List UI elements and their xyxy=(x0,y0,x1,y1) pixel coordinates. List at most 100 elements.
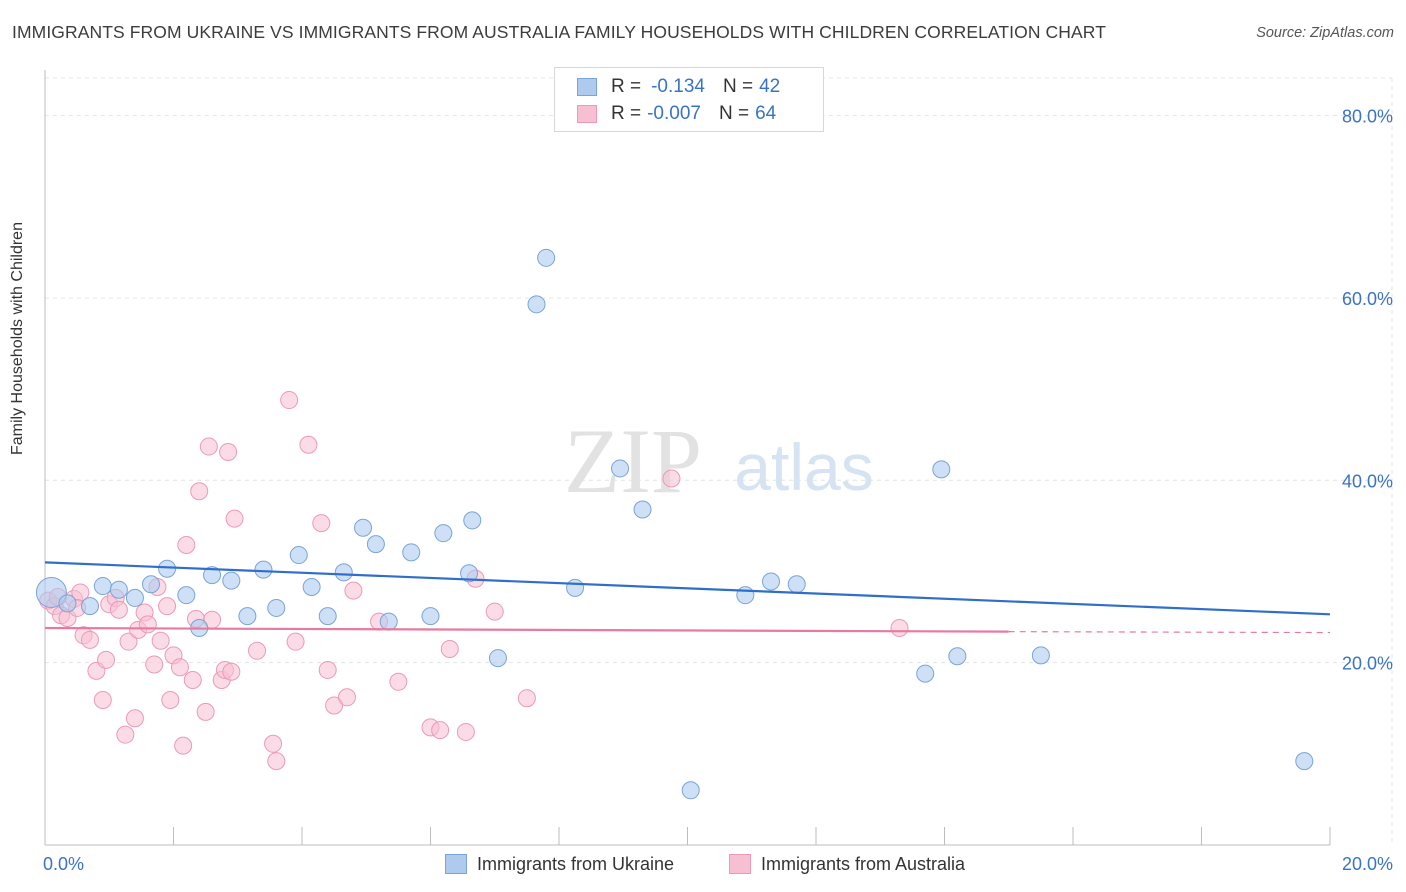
watermark-atlas: atlas xyxy=(734,430,873,504)
ukraine-point xyxy=(402,543,421,562)
ukraine-point xyxy=(527,295,546,314)
gridlines xyxy=(45,77,1393,845)
ukraine-point xyxy=(80,597,99,616)
ukraine-point xyxy=(35,576,67,608)
ukraine-point xyxy=(222,571,241,590)
ukraine-point xyxy=(787,575,806,594)
australia-point xyxy=(318,660,337,679)
ukraine-point xyxy=(58,594,77,613)
ukraine-point xyxy=(916,664,935,683)
bottom-legend-ukraine: Immigrants from Ukraine xyxy=(445,852,674,876)
source-credit: Source: ZipAtlas.com xyxy=(1256,25,1394,41)
australia-point xyxy=(183,670,202,689)
australia-point xyxy=(174,736,193,755)
australia-swatch xyxy=(577,105,597,123)
australia-point xyxy=(97,650,116,669)
ukraine-point xyxy=(566,578,585,597)
australia-point xyxy=(190,482,209,501)
australia-point xyxy=(80,630,99,649)
australia-r-label: R = xyxy=(611,103,642,124)
ukraine-point xyxy=(238,607,257,626)
australia-point xyxy=(264,734,283,753)
ukraine-point xyxy=(142,575,161,594)
australia-point xyxy=(890,619,909,637)
australia-trend-extension xyxy=(1008,631,1331,634)
ukraine-point xyxy=(488,649,507,668)
australia-point xyxy=(116,725,135,744)
axes xyxy=(44,70,1331,846)
ukraine-point xyxy=(203,566,222,585)
watermark-zip: ZIP xyxy=(564,410,702,512)
australia-point xyxy=(485,602,504,621)
x-tick-label-max: 20.0% xyxy=(1342,854,1393,874)
y-tick-label: 80.0% xyxy=(1342,107,1393,127)
australia-point xyxy=(440,639,459,658)
ukraine-point xyxy=(762,572,781,591)
ukraine-point xyxy=(267,598,286,617)
legend-row-ukraine: R = -0.134 N = 42 xyxy=(577,75,780,99)
australia-point xyxy=(199,437,218,456)
australia-point xyxy=(145,655,164,674)
ukraine-points xyxy=(35,248,1314,800)
australia-point xyxy=(138,615,157,634)
ukraine-point xyxy=(932,460,951,479)
ukraine-point xyxy=(434,524,453,543)
ukraine-point xyxy=(379,612,398,631)
ukraine-point xyxy=(948,647,967,666)
australia-n-value: 64 xyxy=(755,103,777,124)
bottom-ukraine-swatch xyxy=(445,854,467,874)
australia-point xyxy=(389,672,408,691)
ukraine-point xyxy=(421,607,440,626)
ukraine-point xyxy=(354,518,373,537)
australia-point xyxy=(286,632,305,651)
legend-row-australia: R = -0.007 N = 64 xyxy=(577,102,776,126)
australia-point xyxy=(337,688,356,707)
ukraine-point xyxy=(177,586,196,605)
ukraine-point xyxy=(460,564,479,583)
ukraine-point xyxy=(366,535,385,554)
australia-point xyxy=(109,600,128,619)
ukraine-swatch xyxy=(577,78,597,96)
australia-point xyxy=(662,469,681,488)
ukraine-n-label: N = xyxy=(722,76,754,97)
ukraine-point xyxy=(1031,646,1050,665)
ukraine-point xyxy=(93,577,112,596)
stats-legend: R = -0.134 N = 42 R = -0.007 N = 64 xyxy=(554,67,824,132)
australia-point xyxy=(93,691,112,710)
bottom-ukraine-label: Immigrants from Ukraine xyxy=(477,853,675,874)
australia-point xyxy=(456,722,475,741)
ukraine-point xyxy=(736,586,755,605)
ukraine-point xyxy=(1295,752,1314,771)
bottom-australia-swatch xyxy=(729,854,751,874)
ukraine-point xyxy=(611,459,630,478)
ukraine-point xyxy=(254,560,273,579)
ukraine-point xyxy=(681,781,700,800)
ukraine-n-value: 42 xyxy=(759,76,781,97)
ukraine-point xyxy=(158,559,177,578)
ukraine-r-label: R = xyxy=(611,76,642,97)
australia-r-value: -0.007 xyxy=(647,103,701,124)
ukraine-point xyxy=(463,511,482,530)
australia-point xyxy=(219,443,238,462)
y-tick-label: 60.0% xyxy=(1342,289,1393,309)
ukraine-trend-line xyxy=(44,561,1331,616)
trend-lines xyxy=(44,561,1331,634)
bottom-australia-label: Immigrants from Australia xyxy=(761,853,966,874)
australia-point xyxy=(325,696,344,715)
ukraine-point xyxy=(318,607,337,626)
australia-point xyxy=(177,536,196,555)
australia-point xyxy=(170,658,189,677)
y-axis-label: Family Households with Children xyxy=(9,222,26,455)
australia-point xyxy=(125,709,144,728)
y-tick-label: 40.0% xyxy=(1342,471,1393,491)
ukraine-point xyxy=(334,563,353,582)
australia-point xyxy=(344,581,363,600)
ukraine-point xyxy=(302,577,321,596)
australia-point xyxy=(280,391,299,410)
australia-point xyxy=(222,662,241,681)
australia-point xyxy=(161,691,180,710)
australia-point xyxy=(517,689,536,708)
australia-point xyxy=(312,514,331,533)
ukraine-point xyxy=(125,588,144,607)
